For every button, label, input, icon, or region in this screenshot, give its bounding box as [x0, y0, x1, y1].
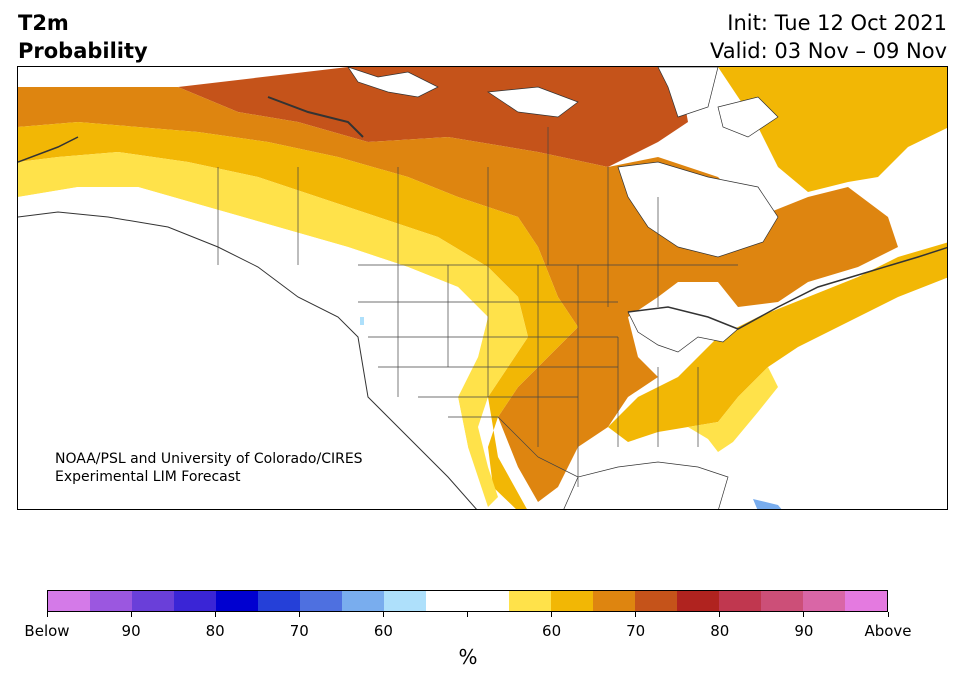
colorbar-tick	[803, 612, 805, 617]
figure-title: T2m Probability	[18, 9, 148, 65]
colorbar-segment	[425, 591, 468, 611]
region-near-normal	[18, 187, 488, 447]
colorbar-segment	[551, 591, 594, 611]
product-label: Probability	[18, 39, 148, 63]
colorbar-segment	[131, 591, 174, 611]
region-below-cuba	[753, 499, 782, 509]
credit-text: NOAA/PSL and University of Colorado/CIRE…	[55, 450, 363, 486]
colorbar-segment	[509, 591, 552, 611]
colorbar-segment	[215, 591, 258, 611]
colorbar-tick-label: 90	[121, 622, 141, 640]
init-date: Init: Tue 12 Oct 2021	[727, 11, 947, 35]
colorbar-segment	[635, 591, 678, 611]
colorbar-segment	[299, 591, 342, 611]
colorbar-tick-label: Below	[24, 622, 70, 640]
colorbar-tick	[382, 612, 384, 617]
colorbar-tick	[130, 612, 132, 617]
variable-label: T2m	[18, 11, 69, 35]
colorbar-segment	[719, 591, 762, 611]
colorbar-tick-label: 90	[794, 622, 814, 640]
colorbar-segment	[467, 591, 510, 611]
region-60-northeast	[718, 67, 947, 192]
coastlines	[18, 96, 947, 509]
colorbar-segment	[677, 591, 720, 611]
colorbar-tick	[298, 612, 300, 617]
arctic-water	[347, 67, 779, 138]
region-60-east	[608, 242, 947, 442]
colorbar-segment	[48, 591, 90, 611]
region-55-transition	[18, 152, 528, 507]
colorbar-tick-label: 70	[289, 622, 309, 640]
colorbar-tick-label: 60	[542, 622, 562, 640]
state-boundaries	[217, 127, 738, 487]
colorbar-segment	[383, 591, 426, 611]
region-70-north	[178, 67, 688, 167]
colorbar-segment	[803, 591, 846, 611]
colorbar-segment	[173, 591, 216, 611]
colorbar-tick-label: 80	[205, 622, 225, 640]
colorbar-segment	[761, 591, 804, 611]
region-60-west	[18, 122, 578, 509]
colorbar-tick-label: 60	[373, 622, 393, 640]
colorbar-tick	[635, 612, 637, 617]
map-panel	[17, 66, 948, 510]
colorbar-tick-label: 80	[710, 622, 730, 640]
colorbar-segment	[257, 591, 300, 611]
colorbar-unit: %	[458, 645, 478, 669]
gulf-of-mexico	[563, 461, 729, 509]
colorbar-tick	[551, 612, 553, 617]
region-55-southeast	[688, 367, 778, 452]
probability-map	[18, 67, 947, 509]
colorbar-tick	[46, 612, 48, 617]
forecast-dates: Init: Tue 12 Oct 2021 Valid: 03 Nov – 09…	[710, 9, 947, 65]
colorbar-tick	[719, 612, 721, 617]
colorbar-tick-label: 70	[626, 622, 646, 640]
colorbar-tick	[887, 612, 889, 617]
colorbar-segment	[89, 591, 132, 611]
colorbar	[47, 590, 888, 612]
region-below-pacific	[360, 317, 364, 325]
colorbar-segment	[845, 591, 888, 611]
colorbar-tick	[214, 612, 216, 617]
colorbar-tick-label: Above	[864, 622, 912, 640]
credit-line-2: Experimental LIM Forecast	[55, 469, 241, 485]
colorbar-segment	[341, 591, 384, 611]
credit-line-1: NOAA/PSL and University of Colorado/CIRE…	[55, 451, 363, 467]
colorbar-tick	[467, 612, 468, 617]
pacific-ocean	[18, 212, 477, 509]
colorbar-segment	[593, 591, 636, 611]
valid-range: Valid: 03 Nov – 09 Nov	[710, 39, 947, 63]
